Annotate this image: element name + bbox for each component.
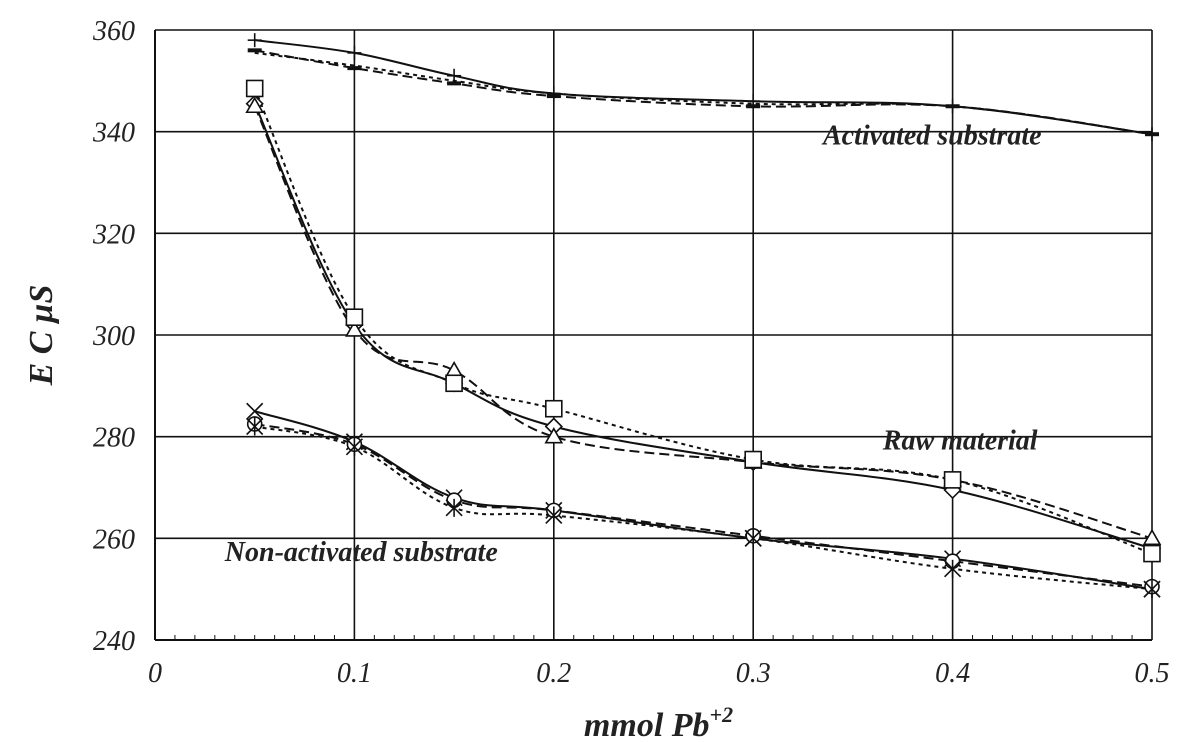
y-axis-label: E C µS xyxy=(23,285,60,387)
x-tick-label-4: 0.4 xyxy=(935,658,970,689)
data-point-raw-triangle xyxy=(444,360,464,378)
annotation-0: Activated substrate xyxy=(821,120,1042,151)
data-point-activated-plus xyxy=(447,68,462,83)
marker-layer xyxy=(245,33,1162,599)
y-tick-label-6: 360 xyxy=(92,16,135,47)
annotation-1: Raw material xyxy=(882,425,1038,456)
y-tick-label-2: 280 xyxy=(93,423,135,454)
data-point-raw-triangle xyxy=(1142,528,1162,546)
series-line-raw-dashed xyxy=(253,105,1153,540)
data-point-nonactivated-star xyxy=(944,559,962,578)
series-line-raw-dotted xyxy=(253,88,1153,555)
data-point-raw-square xyxy=(345,308,364,327)
y-tick-label-0: 240 xyxy=(93,626,135,657)
data-point-raw-square xyxy=(1143,544,1161,563)
x-tick-label-3: 0.3 xyxy=(736,658,771,689)
data-point-nonactivated-star xyxy=(744,529,762,548)
data-point-nonactivated-star xyxy=(1143,580,1161,599)
x-tick-label-0: 0 xyxy=(148,658,162,689)
data-point-nonactivated-star xyxy=(345,437,363,456)
x-axis-label: mmol Pb+2 xyxy=(584,702,733,742)
series-line-activated-dashed xyxy=(254,49,1153,136)
axes xyxy=(154,30,1152,641)
data-point-nonactivated-x xyxy=(246,402,264,420)
y-tick-label-4: 320 xyxy=(92,219,135,250)
data-point-raw-triangle xyxy=(245,96,265,114)
data-point-raw-square xyxy=(544,399,563,418)
series-line-raw-solid xyxy=(253,103,1153,550)
data-point-raw-square xyxy=(245,79,264,98)
series-line-nonactivated-solid xyxy=(254,410,1153,591)
data-point-raw-triangle xyxy=(544,427,564,444)
y-tick-label-5: 340 xyxy=(92,118,135,149)
x-tick-label-2: 0.2 xyxy=(536,658,571,689)
data-point-activated-plus xyxy=(347,45,362,60)
y-tick-label-1: 260 xyxy=(93,524,135,555)
annotation-2: Non-activated substrate xyxy=(224,537,498,568)
x-tick-label-1: 0.1 xyxy=(337,658,372,689)
data-point-raw-square xyxy=(943,471,962,489)
data-point-raw-triangle xyxy=(345,320,364,337)
data-point-activated-plus xyxy=(546,86,561,101)
series-line-nonactivated-dashed xyxy=(254,422,1153,588)
y-tick-label-3: 300 xyxy=(92,321,135,352)
label-layer: 0 0.1 0.2 0.3 0.4 0.5 240 260 280 300 320 340 360 E C… xyxy=(23,16,1170,742)
data-point-nonactivated-star xyxy=(545,506,563,525)
series-line-nonactivated-dotted xyxy=(254,425,1153,591)
data-point-nonactivated-star xyxy=(445,498,463,517)
data-point-raw-square xyxy=(445,374,463,393)
series-line-activated-dotted xyxy=(254,51,1153,136)
x-axis-label-superscript: +2 xyxy=(710,702,734,727)
data-point-activated-plus xyxy=(247,33,262,48)
data-point-raw-square xyxy=(744,450,763,469)
x-tick-label-5: 0.5 xyxy=(1135,658,1170,689)
data-point-nonactivated-star xyxy=(246,417,264,436)
